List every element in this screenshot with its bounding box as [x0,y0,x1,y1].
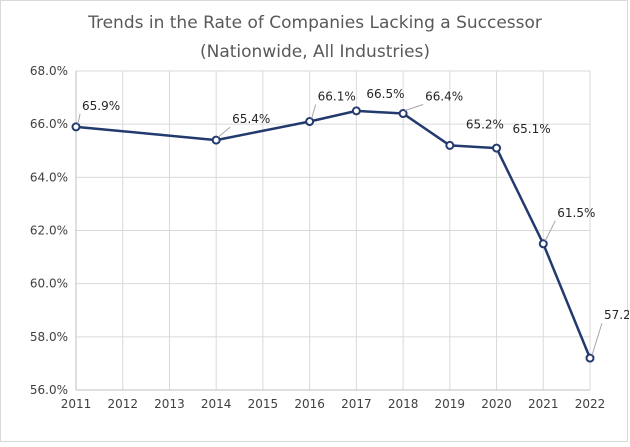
x-tick-label: 2018 [388,397,419,411]
data-label: 66.5% [366,87,404,101]
data-label: 66.1% [318,90,356,104]
y-tick-label: 62.0% [30,224,68,238]
x-tick-label: 2014 [201,397,232,411]
data-point-marker [445,140,455,150]
x-tick-label: 2021 [528,397,559,411]
y-tick-label: 66.0% [30,117,68,131]
data-point-marker [351,106,361,116]
x-axis: 2011 2012 2013 2014 2015 2016 2017 2018 2019 2020… [61,389,606,411]
x-tick-label: 2012 [107,397,138,411]
x-tick-label: 2019 [435,397,466,411]
x-tick-label: 2015 [248,397,279,411]
x-tick-label: 2016 [294,397,325,411]
data-label: 65.9% [82,99,120,113]
label-leader-line [404,104,424,112]
data-point-marker [492,143,502,153]
label-leader-line [591,322,603,356]
x-tick-label: 2022 [575,397,606,411]
data-point-marker [538,239,548,249]
y-tick-label: 68.0% [30,64,68,78]
label-leader-line [217,126,231,138]
y-tick-label: 56.0% [30,383,68,397]
data-labels: 65.9% 65.4% 66.1% 66.5% 66.4%65.2% 65.1% 61.5%… [77,87,630,356]
data-label: 66.4% [425,90,463,104]
label-leader-line [311,104,317,119]
chart-title-line-2: (Nationwide, All Industries) [200,42,430,62]
data-label: 57.2% [604,308,629,322]
data-label: 65.4% [232,112,270,126]
data-label: 65.1% [513,122,551,136]
x-tick-label: 2011 [61,397,92,411]
data-point-marker [211,135,221,145]
y-tick-label: 58.0% [30,330,68,344]
gridlines [76,70,591,390]
y-tick-label: 64.0% [30,170,68,184]
y-axis: 56.0% 58.0% 60.0% 62.0% 64.0% 66.0% 68.0% [30,64,77,397]
x-tick-label: 2013 [154,397,185,411]
chart-title: Trends in the Rate of Companies Lacking … [87,13,542,62]
data-point-marker [585,353,595,363]
series-line [75,109,592,359]
data-label: 61.5% [557,206,595,220]
data-label: 65.2% [466,117,504,131]
series-layer [71,106,595,363]
label-leader-line [77,113,81,124]
y-tick-label: 60.0% [30,277,68,291]
label-leader-line [544,220,556,242]
x-tick-label: 2017 [341,397,372,411]
data-point-marker [305,117,315,127]
chart-title-line-1: Trends in the Rate of Companies Lacking … [87,13,542,33]
data-point-marker [398,109,408,119]
x-tick-label: 2020 [481,397,512,411]
data-point-marker [71,122,81,132]
